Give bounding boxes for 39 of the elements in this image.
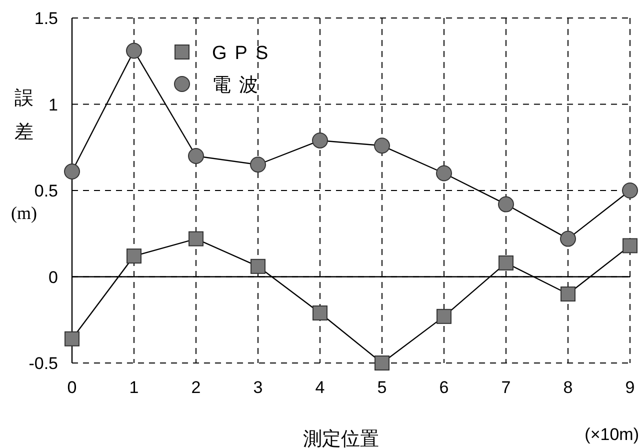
legend-label: GPS [212, 43, 276, 64]
legend-label: 電波 [212, 75, 266, 96]
point [312, 132, 328, 148]
y-tick-label: 1.5 [34, 9, 58, 28]
point [126, 42, 142, 59]
x-tick-label: 7 [501, 378, 511, 397]
y-tick-label: 1 [48, 95, 58, 114]
point [250, 258, 266, 274]
point [436, 308, 452, 324]
y-tick-label: -0.5 [28, 354, 58, 373]
x-tick-label: 2 [191, 378, 201, 397]
point [374, 138, 390, 154]
point [436, 165, 452, 182]
x-tick-label: 1 [129, 378, 139, 397]
x-tick-label: 9 [625, 378, 635, 397]
x-tick-label: 3 [253, 378, 263, 397]
text: (×10m) [584, 425, 639, 444]
point [622, 238, 638, 254]
point [64, 164, 80, 180]
point [188, 148, 204, 164]
x-tick-label: 6 [439, 378, 449, 397]
point [374, 356, 390, 370]
x-tick-label: 4 [315, 378, 325, 397]
point [622, 182, 638, 198]
point [498, 196, 514, 212]
point [64, 331, 80, 346]
point [188, 231, 204, 246]
x-tick-label: 5 [377, 378, 387, 397]
point [560, 286, 576, 302]
point [560, 230, 576, 247]
point [498, 255, 514, 270]
y-tick-label: 0.5 [34, 182, 58, 200]
x-tick-label: 8 [563, 378, 573, 397]
y-tick-label: 0 [48, 268, 58, 287]
point [312, 305, 328, 320]
point [126, 248, 142, 264]
point [250, 156, 266, 173]
x-tick-label: 0 [67, 378, 77, 397]
x-axis-title: 測定位置 [303, 428, 379, 448]
